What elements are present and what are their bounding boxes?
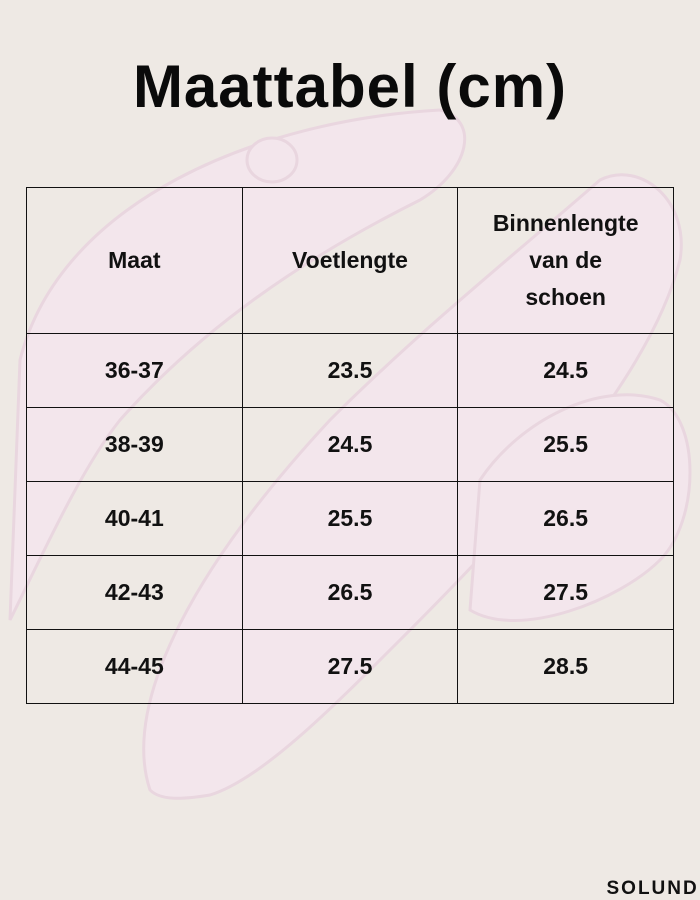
brand: SOLUNDI — [606, 878, 700, 899]
column-header: Binnenlengte van de schoen — [457, 187, 674, 334]
table-cell: 44-45 — [26, 629, 243, 704]
column-header: Voetlengte — [241, 187, 459, 334]
table-cell: 23.5 — [241, 333, 459, 408]
table-cell: 36-37 — [26, 333, 243, 408]
sandal-knob — [245, 136, 299, 184]
column-header: Maat — [26, 187, 243, 334]
table-cell: 26.5 — [241, 555, 459, 630]
table-cell: 25.5 — [241, 481, 459, 556]
table-cell: 24.5 — [457, 333, 674, 408]
table-row: 40-41 25.5 26.5 — [26, 481, 674, 556]
table-row: 44-45 27.5 28.5 — [26, 629, 674, 704]
table-cell: 38-39 — [26, 407, 243, 482]
column-header-text: Maat — [108, 247, 161, 274]
table-cell: 26.5 — [457, 481, 674, 556]
title: Maattabel (cm) — [132, 53, 568, 120]
table-header: Maat Voetlengte Binnenlengte van de schoen — [26, 187, 674, 334]
table-row: 42-43 26.5 27.5 — [26, 555, 674, 630]
header-row: Maat Voetlengte Binnenlengte van de schoen — [26, 187, 674, 334]
table-cell: 40-41 — [26, 481, 243, 556]
table-cell: 27.5 — [241, 629, 459, 704]
column-header-text: Voetlengte — [292, 247, 408, 274]
table-body: 36-37 23.5 24.5 38-39 24.5 25.5 40-41 25.5 26.5 4… — [26, 333, 674, 704]
table-cell: 27.5 — [457, 555, 674, 630]
table-row: 38-39 24.5 25.5 — [26, 407, 674, 482]
table-cell: 42-43 — [26, 555, 243, 630]
table-row: 36-37 23.5 24.5 — [26, 333, 674, 408]
table-cell: 28.5 — [457, 629, 674, 704]
column-header-text: Binnenlengte van de schoen — [492, 210, 639, 310]
table-cell: 25.5 — [457, 407, 674, 482]
table-cell: 24.5 — [241, 407, 459, 482]
size-table: Maat Voetlengte Binnenlengte van de schoen… — [26, 187, 674, 704]
